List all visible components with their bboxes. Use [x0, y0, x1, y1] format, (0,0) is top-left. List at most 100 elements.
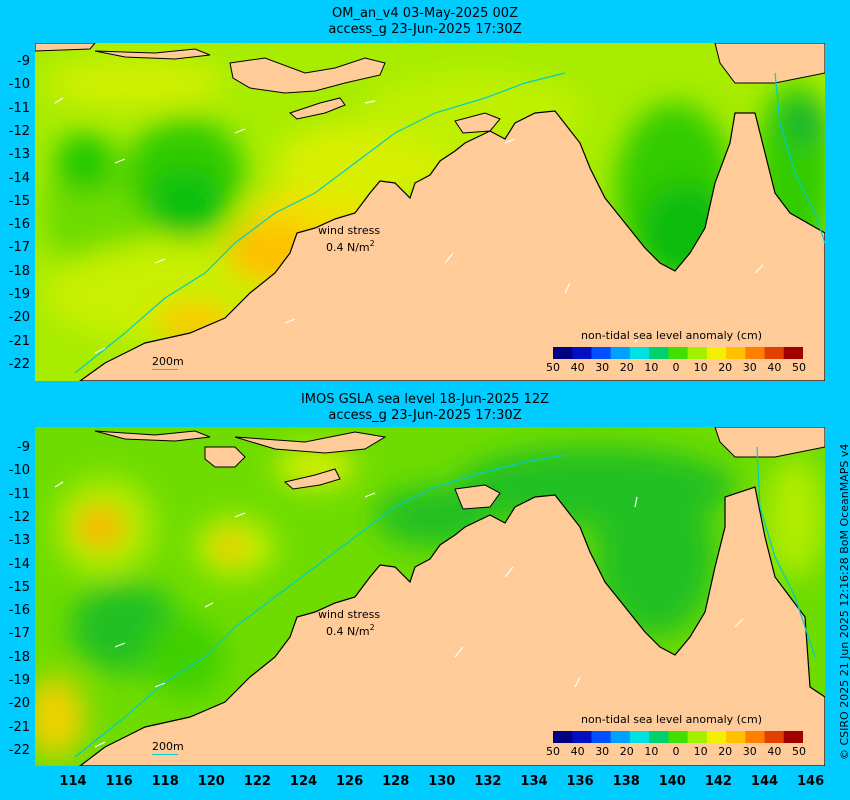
panel2-colorbar-tick: 0 — [672, 745, 680, 758]
panel1-colorbar-swatch — [783, 347, 804, 359]
panel2-colorbar-swatch — [553, 731, 573, 743]
panel2-isobath-east — [756, 446, 816, 658]
panel2-y-tick: -14 — [8, 556, 30, 572]
x-tick: 140 — [658, 774, 686, 789]
x-tick: 138 — [612, 774, 640, 789]
panel1-y-tick: -16 — [8, 217, 30, 233]
panel1-colorbar-swatch — [629, 347, 650, 359]
panel1-colorbar-tick: 0 — [672, 361, 680, 374]
panel2-y-tick: -22 — [8, 742, 30, 758]
panel1-colorbar-swatch — [553, 347, 573, 359]
panel2-subtitle: access_g 23-Jun-2025 17:30Z — [328, 408, 522, 423]
panel1-y-tick: -14 — [8, 170, 30, 186]
panel2-map-svg — [35, 427, 825, 766]
panel1-isobath-east — [774, 72, 825, 244]
panel1-colorbar-tick: 10 — [644, 361, 659, 374]
x-tick: 114 — [59, 774, 87, 789]
panel1-colorbar-title: non-tidal sea level anomaly (cm) — [581, 329, 762, 342]
panel2-colorbar-title: non-tidal sea level anomaly (cm) — [581, 713, 762, 726]
panel2-map — [35, 427, 825, 766]
panel1-colorbar-swatch — [764, 347, 785, 359]
panel1-colorbar-swatch — [610, 347, 631, 359]
panel2-colorbar-tick: 50 — [546, 745, 560, 758]
panel2-title: IMOS GSLA sea level 18-Jun-2025 12Z — [300, 392, 550, 407]
panel1-y-tick: -17 — [8, 240, 30, 256]
x-tick: 132 — [474, 774, 502, 789]
panel2-colorbar-tick: 40 — [570, 745, 585, 758]
panel1-y-tick: -19 — [8, 287, 30, 302]
panel1-colorbar-tick: 50 — [792, 361, 806, 374]
panel2-wind-sup: 2 — [369, 623, 375, 632]
x-tick: 144 — [750, 774, 779, 789]
panel1-colorbar-swatch — [668, 347, 689, 359]
panel2-isobath-200m — [74, 454, 566, 758]
panel1-colorbar-swatch — [649, 347, 669, 359]
panel2-colorbar-swatch — [591, 731, 612, 743]
panel1-colorbar-tick: 20 — [718, 361, 733, 374]
panel1-colorbar-swatch — [706, 347, 727, 359]
x-tick: 120 — [197, 774, 225, 789]
panel1-colorbar-svg — [553, 347, 804, 359]
panel2-colorbar-tick: 10 — [693, 745, 708, 758]
panel2-wind-arrows — [54, 481, 744, 748]
panel2-colorbar-swatch — [745, 731, 766, 743]
panel1-y-tick: -20 — [8, 310, 30, 326]
panel2-y-tick: -12 — [8, 509, 30, 525]
panel1-colorbar-swatch — [687, 347, 708, 359]
panel1-colorbar-tick: 30 — [742, 361, 757, 374]
panel1-colorbar-tick: 40 — [767, 361, 782, 374]
panel2-y-tick: -18 — [8, 649, 30, 665]
panel2-y-tick: -17 — [8, 626, 30, 642]
panel2-colorbar-tick: 20 — [718, 745, 733, 758]
panel2-colorbar-swatch — [726, 731, 746, 743]
panel1-y-tick: -10 — [8, 77, 30, 93]
panel1-land — [35, 43, 825, 381]
x-tick: 146 — [797, 774, 825, 789]
panel2-colorbar-tick: 40 — [767, 745, 782, 758]
panel1-colorbar-tick: 20 — [619, 361, 634, 374]
panel1-colorbar-tick: 40 — [570, 361, 585, 374]
panel1-y-tick: -12 — [8, 123, 30, 139]
panel2-colorbar-swatch — [629, 731, 650, 743]
panel2-colorbar-swatch — [706, 731, 727, 743]
panel1-wind-sup: 2 — [369, 239, 375, 248]
x-tick: 116 — [105, 774, 133, 789]
panel1-colorbar-swatch — [726, 347, 746, 359]
panel2-colorbar-swatch — [649, 731, 669, 743]
x-tick: 126 — [336, 774, 364, 789]
panel1-scale-label: 200m — [152, 355, 184, 368]
x-tick: 130 — [428, 774, 456, 789]
panel2-scale-label: 200m — [152, 740, 184, 753]
panel2-wind-label: wind stress — [318, 608, 381, 621]
panel1-wind-arrows — [54, 97, 764, 354]
panel1-y-tick: -22 — [8, 356, 30, 372]
panel1-map — [35, 43, 825, 381]
panel2-y-tick: -13 — [8, 533, 30, 549]
panel2-colorbar-swatch — [783, 731, 804, 743]
panel1-y-tick: -15 — [8, 193, 30, 209]
panel2-colorbar-tick: 50 — [792, 745, 806, 758]
panel2-colorbar-swatch — [764, 731, 785, 743]
panel2-colorbar — [553, 728, 804, 743]
panel2-colorbar-tick: 30 — [742, 745, 757, 758]
panel2-y-tick: -16 — [8, 603, 30, 619]
panel1-subtitle: access_g 23-Jun-2025 17:30Z — [328, 22, 522, 37]
x-tick: 118 — [151, 774, 179, 789]
x-tick: 136 — [566, 774, 594, 789]
panel2-y-tick: -15 — [8, 579, 30, 595]
panel1-colorbar-swatch — [745, 347, 766, 359]
panel2-wind-value: 0.4 N/m — [326, 624, 370, 638]
copyright-text: © CSIRO 2025 21 Jun 2025 12:16:28 BoM Oc… — [838, 443, 850, 760]
panel2-scale-line — [152, 754, 178, 755]
panel1-y-tick: -18 — [8, 263, 30, 279]
panel1-wind-value: 0.4 N/m — [326, 240, 370, 254]
panel2-colorbar-tick: 20 — [619, 745, 634, 758]
panel2-y-tick: -9 — [17, 440, 30, 455]
panel2-colorbar-tick: 30 — [595, 745, 610, 758]
panel2-colorbar-swatch — [668, 731, 689, 743]
panel2-colorbar-swatch — [610, 731, 631, 743]
panel2-colorbar-tick: 10 — [644, 745, 659, 758]
panel1-wind-legend: wind stress 0.4 N/m2 — [318, 224, 380, 254]
panel2-y-tick: -10 — [8, 463, 30, 479]
panel1-colorbar-swatch — [591, 347, 612, 359]
